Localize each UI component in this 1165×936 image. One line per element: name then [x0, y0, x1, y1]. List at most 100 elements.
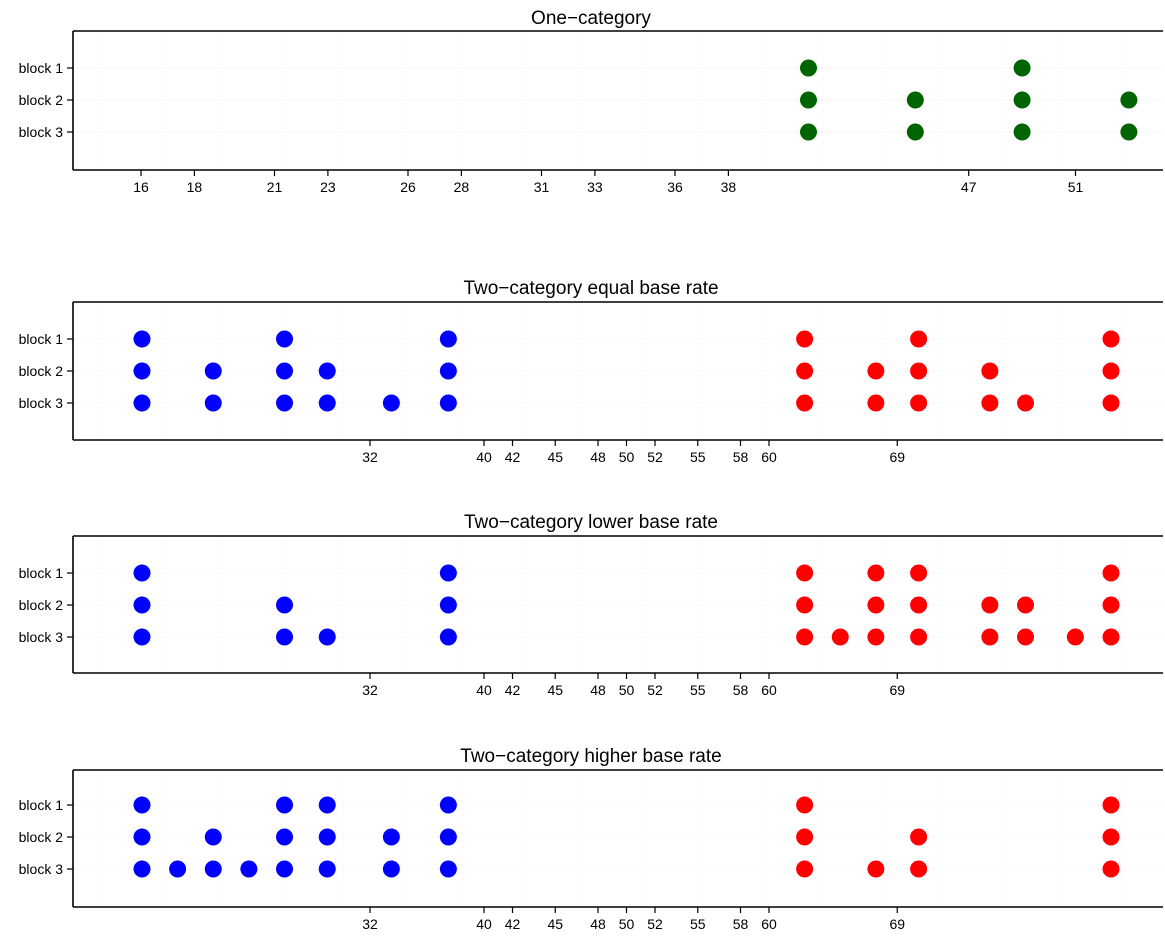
data-point-series-2: [796, 394, 814, 412]
data-point-series-1: [439, 596, 457, 614]
x-tick-label: 18: [187, 179, 203, 195]
data-point-series-1: [800, 123, 817, 141]
data-point-series-1: [800, 59, 817, 77]
data-point-series-1: [800, 91, 817, 109]
data-point-series-1: [133, 628, 151, 646]
data-point-series-1: [439, 362, 457, 380]
data-point-series-2: [910, 628, 928, 646]
data-point-series-1: [276, 394, 293, 412]
chart-panel-4: Two−category higher base rate block 1 bloc…: [19, 746, 1163, 932]
x-tick-label: 38: [721, 179, 737, 195]
x-tick-label: 42: [505, 916, 521, 932]
y-tick-label: block 1: [19, 797, 64, 813]
data-point-series-1: [204, 860, 222, 878]
x-tick-label: 69: [889, 916, 905, 932]
data-point-series-2: [910, 564, 928, 582]
data-point-series-2: [796, 330, 814, 348]
data-point-series-2: [910, 362, 928, 380]
data-point-series-2: [1102, 628, 1120, 646]
x-tick-label: 32: [362, 449, 378, 465]
chart-panel-1: One−category block 1 block 2 block 3 16 18 21 2…: [19, 8, 1163, 195]
data-point-series-1: [1013, 59, 1031, 77]
y-tick-label: block 3: [19, 861, 64, 877]
chart-title: Two−category equal base rate: [463, 278, 718, 299]
data-point-series-1: [906, 123, 924, 141]
data-point-series-2: [910, 330, 928, 348]
data-point-series-2: [981, 394, 999, 412]
x-tick-label: 48: [590, 682, 606, 698]
data-point-series-2: [796, 860, 814, 878]
x-tick-label: 60: [761, 449, 777, 465]
data-point-series-2: [910, 828, 928, 846]
data-point-series-1: [382, 394, 400, 412]
data-point-series-1: [169, 860, 187, 878]
y-tick-label: block 2: [19, 92, 64, 108]
x-tick-label: 16: [133, 179, 149, 195]
data-point-series-1: [439, 330, 457, 348]
data-point-series-1: [318, 394, 336, 412]
data-point-series-2: [867, 860, 885, 878]
x-tick-label: 31: [534, 179, 550, 195]
data-point-series-2: [910, 860, 928, 878]
x-tick-label: 60: [761, 916, 777, 932]
chart-title: Two−category lower base rate: [464, 512, 718, 533]
data-point-series-1: [276, 596, 293, 614]
data-point-series-1: [318, 362, 336, 380]
data-point-series-2: [1102, 564, 1120, 582]
x-tick-label: 21: [267, 179, 283, 195]
data-point-series-2: [1102, 796, 1120, 814]
data-point-series-1: [240, 860, 258, 878]
data-point-series-1: [318, 628, 336, 646]
data-point-series-2: [831, 628, 849, 646]
data-point-series-1: [439, 394, 457, 412]
data-point-series-1: [133, 394, 151, 412]
x-tick-label: 40: [476, 916, 492, 932]
data-point-series-1: [1013, 123, 1031, 141]
data-point-series-1: [276, 362, 293, 380]
x-tick-label: 28: [454, 179, 470, 195]
x-tick-label: 40: [476, 449, 492, 465]
y-tick-label: block 2: [19, 597, 64, 613]
x-tick-label: 58: [733, 682, 749, 698]
data-point-series-1: [133, 564, 151, 582]
data-point-series-2: [867, 394, 885, 412]
data-point-series-2: [1102, 828, 1120, 846]
x-tick-label: 45: [547, 916, 563, 932]
x-tick-label: 40: [476, 682, 492, 698]
x-tick-label: 32: [362, 682, 378, 698]
x-tick-label: 48: [590, 916, 606, 932]
x-tick-label: 52: [647, 449, 663, 465]
x-tick-label: 26: [400, 179, 416, 195]
data-point-series-2: [796, 796, 814, 814]
x-tick-label: 50: [619, 682, 635, 698]
data-point-series-2: [1102, 860, 1120, 878]
data-point-series-2: [1017, 596, 1034, 614]
data-point-series-2: [867, 362, 885, 380]
data-point-series-1: [1120, 123, 1138, 141]
chart-title: One−category: [531, 8, 651, 29]
x-tick-label: 55: [690, 449, 706, 465]
data-point-series-1: [439, 828, 457, 846]
x-tick-label: 58: [733, 916, 749, 932]
data-point-series-1: [133, 860, 151, 878]
data-point-series-2: [910, 596, 928, 614]
y-tick-label: block 1: [19, 60, 64, 76]
y-tick-label: block 2: [19, 829, 64, 845]
data-point-series-1: [439, 796, 457, 814]
x-tick-label: 23: [320, 179, 336, 195]
data-point-series-2: [981, 362, 999, 380]
data-point-series-1: [439, 860, 457, 878]
data-point-series-2: [796, 628, 814, 646]
data-point-series-1: [276, 796, 293, 814]
data-point-series-2: [1066, 628, 1084, 646]
data-point-series-1: [276, 828, 293, 846]
data-point-series-1: [382, 828, 400, 846]
x-tick-label: 52: [647, 916, 663, 932]
data-point-series-2: [1017, 628, 1034, 646]
data-point-series-1: [906, 91, 924, 109]
data-point-series-2: [867, 596, 885, 614]
y-tick-label: block 3: [19, 395, 64, 411]
y-tick-label: block 1: [19, 565, 64, 581]
x-tick-label: 60: [761, 682, 777, 698]
